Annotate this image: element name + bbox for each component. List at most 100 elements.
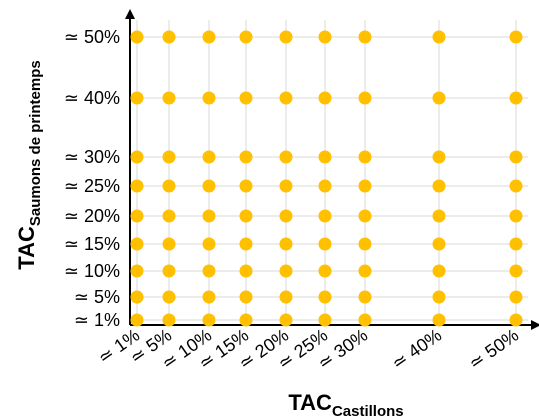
data-point-40-40: [432, 91, 446, 105]
data-point-25-40: [318, 91, 332, 105]
data-point-1-40: [130, 91, 144, 105]
data-point-30-30: [358, 150, 372, 164]
y-axis-arrow: [125, 9, 135, 19]
y-axis-title: TACSaumons de printemps: [14, 60, 44, 269]
x-axis-title-main: TAC: [288, 390, 332, 415]
data-point-25-25: [318, 179, 332, 193]
data-point-25-50: [318, 30, 332, 44]
data-point-50-10: [509, 264, 523, 278]
data-point-30-40: [358, 91, 372, 105]
data-point-10-30: [202, 150, 216, 164]
data-point-10-5: [202, 290, 216, 304]
data-point-1-30: [130, 150, 144, 164]
data-point-5-50: [162, 30, 176, 44]
data-point-20-20: [279, 209, 293, 223]
data-point-40-20: [432, 209, 446, 223]
data-point-10-10: [202, 264, 216, 278]
data-point-5-20: [162, 209, 176, 223]
data-point-1-25: [130, 179, 144, 193]
data-point-20-1: [279, 313, 293, 327]
data-point-15-40: [239, 91, 253, 105]
data-point-30-10: [358, 264, 372, 278]
x-tick-labels: ≃ 1%≃ 5%≃ 10%≃ 15%≃ 20%≃ 25%≃ 30% ≃ 40% ≃ …: [94, 325, 522, 374]
data-point-1-15: [130, 237, 144, 251]
x-axis-arrow: [531, 320, 539, 330]
data-point-1-10: [130, 264, 144, 278]
data-point-25-15: [318, 237, 332, 251]
data-point-25-5: [318, 290, 332, 304]
data-point-5-30: [162, 150, 176, 164]
data-point-50-1: [509, 313, 523, 327]
data-point-50-20: [509, 209, 523, 223]
x-tick-label-50: ≃ 50%: [465, 325, 522, 374]
data-point-30-1: [358, 313, 372, 327]
data-point-40-5: [432, 290, 446, 304]
data-point-10-25: [202, 179, 216, 193]
data-point-40-30: [432, 150, 446, 164]
data-point-50-5: [509, 290, 523, 304]
data-point-30-25: [358, 179, 372, 193]
y-tick-label-40: ≃ 40%: [64, 88, 120, 108]
data-point-30-15: [358, 237, 372, 251]
y-tick-label-5: ≃ 5%: [74, 287, 120, 307]
data-point-40-50: [432, 30, 446, 44]
data-point-25-30: [318, 150, 332, 164]
y-tick-label-10: ≃ 10%: [64, 261, 120, 281]
y-tick-label-30: ≃ 30%: [64, 147, 120, 167]
data-point-50-30: [509, 150, 523, 164]
data-point-20-5: [279, 290, 293, 304]
data-point-5-15: [162, 237, 176, 251]
data-point-10-20: [202, 209, 216, 223]
data-point-50-15: [509, 237, 523, 251]
data-point-15-10: [239, 264, 253, 278]
y-tick-label-25: ≃ 25%: [64, 176, 120, 196]
data-point-5-25: [162, 179, 176, 193]
data-point-25-10: [318, 264, 332, 278]
data-point-20-15: [279, 237, 293, 251]
data-point-20-30: [279, 150, 293, 164]
y-axis-title-sub: Saumons de printemps: [27, 60, 44, 226]
data-point-15-20: [239, 209, 253, 223]
data-point-15-25: [239, 179, 253, 193]
data-point-50-25: [509, 179, 523, 193]
data-point-20-25: [279, 179, 293, 193]
data-points: [130, 30, 523, 327]
data-point-30-20: [358, 209, 372, 223]
data-point-20-50: [279, 30, 293, 44]
data-point-40-15: [432, 237, 446, 251]
data-point-15-1: [239, 313, 253, 327]
axes: [125, 9, 539, 330]
data-point-50-50: [509, 30, 523, 44]
data-point-10-40: [202, 91, 216, 105]
data-point-1-1: [130, 313, 144, 327]
data-point-5-40: [162, 91, 176, 105]
data-point-15-50: [239, 30, 253, 44]
y-axis-title-main: TAC: [14, 226, 39, 270]
data-point-40-25: [432, 179, 446, 193]
x-axis-title-sub: Castillons: [332, 403, 404, 419]
y-tick-labels: ≃ 1% ≃ 5% ≃ 10% ≃ 15% ≃ 20% ≃ 25% ≃ 30% ≃ 40% ≃ …: [64, 27, 120, 330]
data-point-10-1: [202, 313, 216, 327]
data-point-30-50: [358, 30, 372, 44]
x-axis-title: TACCastillons: [288, 390, 403, 419]
data-point-1-20: [130, 209, 144, 223]
y-tick-label-20: ≃ 20%: [64, 206, 120, 226]
gridlines: [130, 20, 528, 325]
data-point-40-1: [432, 313, 446, 327]
y-tick-label-15: ≃ 15%: [64, 234, 120, 254]
data-point-30-5: [358, 290, 372, 304]
data-point-10-50: [202, 30, 216, 44]
data-point-1-50: [130, 30, 144, 44]
y-tick-label-50: ≃ 50%: [64, 27, 120, 47]
y-tick-label-1: ≃ 1%: [74, 310, 120, 330]
x-tick-label-40: ≃ 40%: [388, 325, 445, 374]
data-point-15-15: [239, 237, 253, 251]
data-point-20-40: [279, 91, 293, 105]
data-point-1-5: [130, 290, 144, 304]
data-point-10-15: [202, 237, 216, 251]
data-point-15-30: [239, 150, 253, 164]
data-point-25-1: [318, 313, 332, 327]
data-point-5-10: [162, 264, 176, 278]
data-point-20-10: [279, 264, 293, 278]
